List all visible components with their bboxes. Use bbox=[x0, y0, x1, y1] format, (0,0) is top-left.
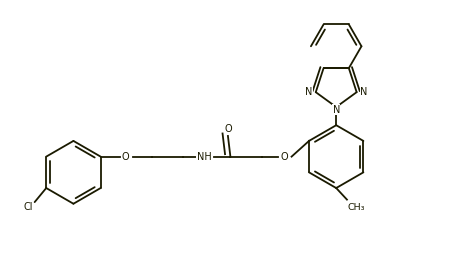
Text: CH₃: CH₃ bbox=[347, 203, 364, 211]
Text: Cl: Cl bbox=[23, 202, 33, 212]
Text: N: N bbox=[359, 87, 367, 97]
Text: O: O bbox=[121, 152, 129, 162]
Text: O: O bbox=[223, 123, 231, 134]
Text: N: N bbox=[304, 87, 311, 97]
Text: N: N bbox=[332, 105, 339, 114]
Text: NH: NH bbox=[196, 152, 211, 162]
Text: O: O bbox=[280, 152, 287, 162]
